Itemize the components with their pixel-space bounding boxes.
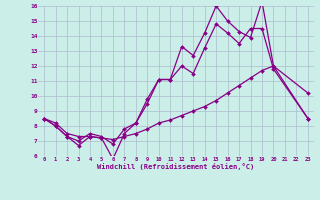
X-axis label: Windchill (Refroidissement éolien,°C): Windchill (Refroidissement éolien,°C): [97, 163, 255, 170]
